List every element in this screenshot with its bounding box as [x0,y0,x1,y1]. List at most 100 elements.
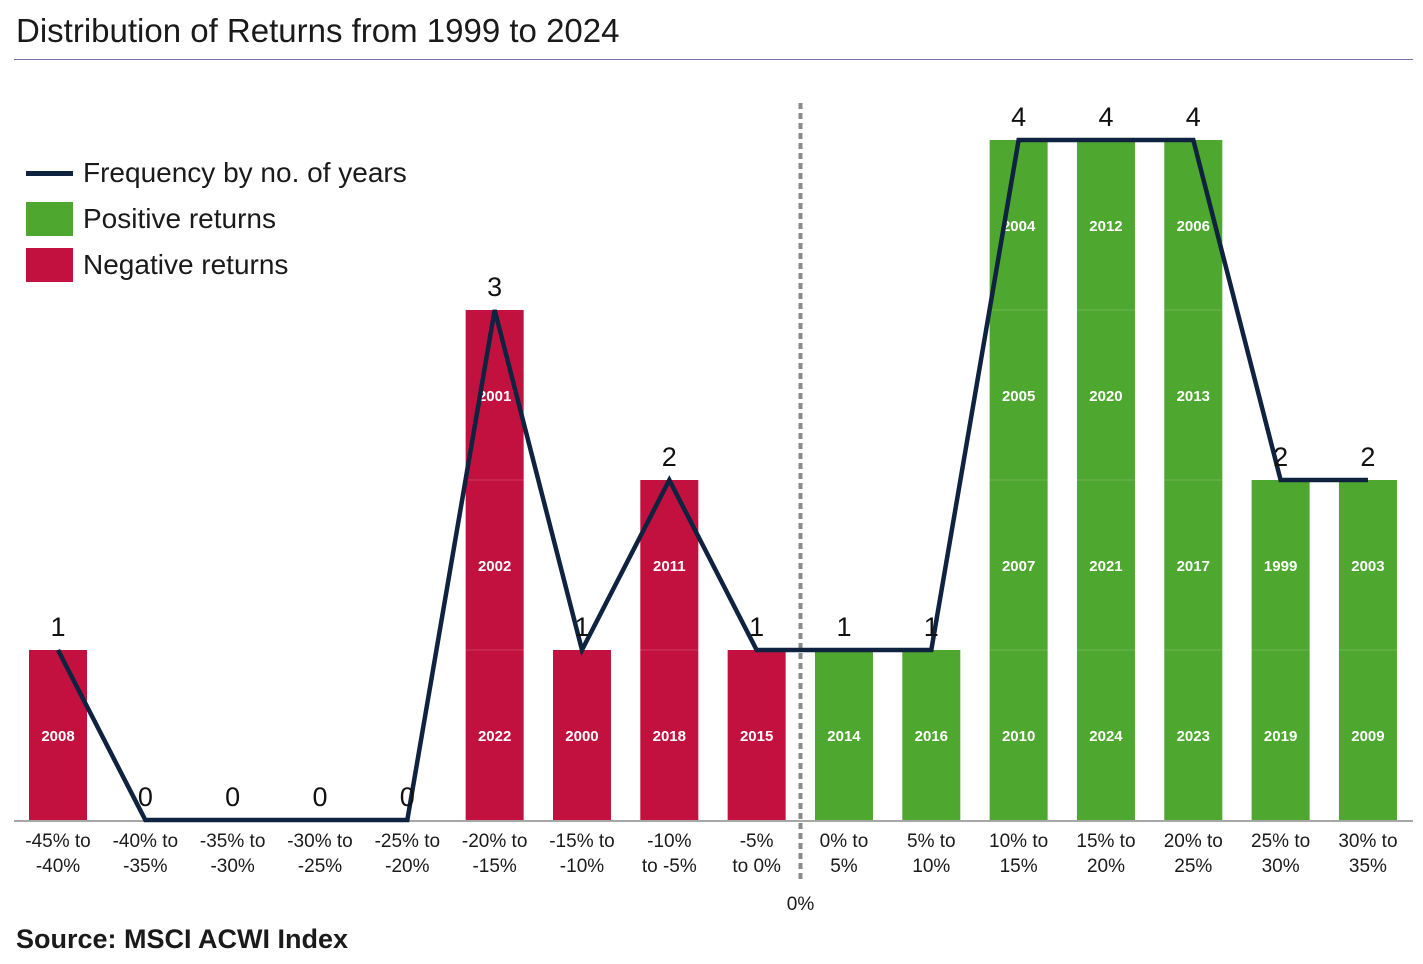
year-label: 2015 [740,728,773,745]
year-label: 2021 [1089,558,1122,575]
bar-segment [1076,140,1135,310]
legend-label: Frequency by no. of years [83,157,407,188]
value-label: 3 [487,272,502,302]
year-label: 2018 [653,728,686,745]
year-label: 2004 [1002,218,1036,235]
legend-item-positive: Positive returns [26,196,407,242]
x-tick-label: -15% to [549,831,614,852]
x-tick-label: -25% [298,856,342,877]
bar-segment [465,480,524,650]
year-label: 2013 [1177,388,1210,405]
bar-segment [814,650,873,820]
bar-segment [989,480,1048,650]
year-label: 2023 [1177,728,1210,745]
value-label: 0 [312,782,327,812]
frequency-line [55,137,1368,823]
year-label: 2003 [1351,558,1384,575]
year-label: 2022 [478,728,511,745]
x-tick-label: to -5% [642,856,697,877]
year-label: 2007 [1002,558,1035,575]
bar-segment [989,650,1048,820]
negative-swatch-icon [26,248,73,282]
x-tick-label: -30% to [287,831,352,852]
x-tick-label: 5% to [907,831,956,852]
x-tick-label: -35% [123,856,167,877]
chart-legend: Frequency by no. of years Positive retur… [26,150,407,288]
legend-item-frequency: Frequency by no. of years [26,150,407,196]
x-tick-label: -45% to [25,831,90,852]
year-label: 2010 [1002,728,1035,745]
x-tick-label: -20% [385,856,429,877]
year-label: 2001 [478,388,511,405]
bar-segment [465,650,524,820]
year-label: 1999 [1264,558,1297,575]
x-tick-label: 20% [1087,856,1125,877]
source-note: Source: MSCI ACWI Index [16,924,349,954]
x-tick-label: -20% to [462,831,527,852]
bar-segment [1076,310,1135,480]
year-label: 2020 [1089,388,1122,405]
year-label: 2006 [1177,218,1210,235]
year-label: 2024 [1089,728,1123,745]
x-tick-label: -25% to [375,831,440,852]
x-tick-label: 30% [1262,856,1300,877]
bar-segment [1251,480,1310,650]
value-label: 1 [749,612,764,642]
year-label: 2011 [653,558,686,575]
x-tick-label: 25% to [1251,831,1310,852]
title-divider [14,59,1413,60]
year-label: 2017 [1177,558,1210,575]
bar-segment [1076,480,1135,650]
bar-segment [902,650,961,820]
value-label: 2 [1360,442,1375,472]
year-label: 2019 [1264,728,1297,745]
x-tick-label: -40% to [113,831,178,852]
value-label: 1 [836,612,851,642]
year-label: 2012 [1089,218,1122,235]
x-tick-label: 10% [912,856,950,877]
bar-segment [552,650,611,820]
bar-segment [1164,480,1223,650]
zero-divider-label: 0% [787,894,815,915]
x-tick-label: -30% [210,856,254,877]
bar-segment [1338,480,1397,650]
x-tick-label: -10% [560,856,604,877]
x-tick-label: 10% to [989,831,1048,852]
x-tick-label: -35% to [200,831,265,852]
x-tick-label: 25% [1174,856,1212,877]
x-tick-label: 20% to [1164,831,1223,852]
bar-segment [640,480,699,650]
x-tick-label: 30% to [1338,831,1397,852]
value-label: 4 [1186,102,1201,132]
value-label: 2 [1273,442,1288,472]
bar-segment [1164,650,1223,820]
bar-segment [1164,140,1223,310]
year-label: 2016 [915,728,948,745]
year-label: 2002 [478,558,511,575]
legend-item-negative: Negative returns [26,242,407,288]
year-label: 2014 [827,728,861,745]
bar-segment [1076,650,1135,820]
value-label: 0 [400,782,415,812]
legend-label: Positive returns [83,203,276,234]
x-tick-label: 15% to [1076,831,1135,852]
bar-segment [1164,310,1223,480]
x-tick-label: -10% [647,831,691,852]
bar-segment [1338,650,1397,820]
bar-segment [989,140,1048,310]
x-tick-label: 5% [830,856,858,877]
legend-label: Negative returns [83,249,289,280]
bar-segment [29,650,87,820]
value-label: 1 [924,612,939,642]
year-label: 2008 [41,728,74,745]
bar-segment [727,650,786,820]
bar-segment [1251,650,1310,820]
x-tick-label: 35% [1349,856,1387,877]
bar-segment [640,650,699,820]
chart-title: Distribution of Returns from 1999 to 202… [16,12,620,49]
year-label: 2000 [565,728,598,745]
value-label: 0 [225,782,240,812]
x-tick-label: to 0% [732,856,781,877]
x-tick-label: -40% [36,856,80,877]
